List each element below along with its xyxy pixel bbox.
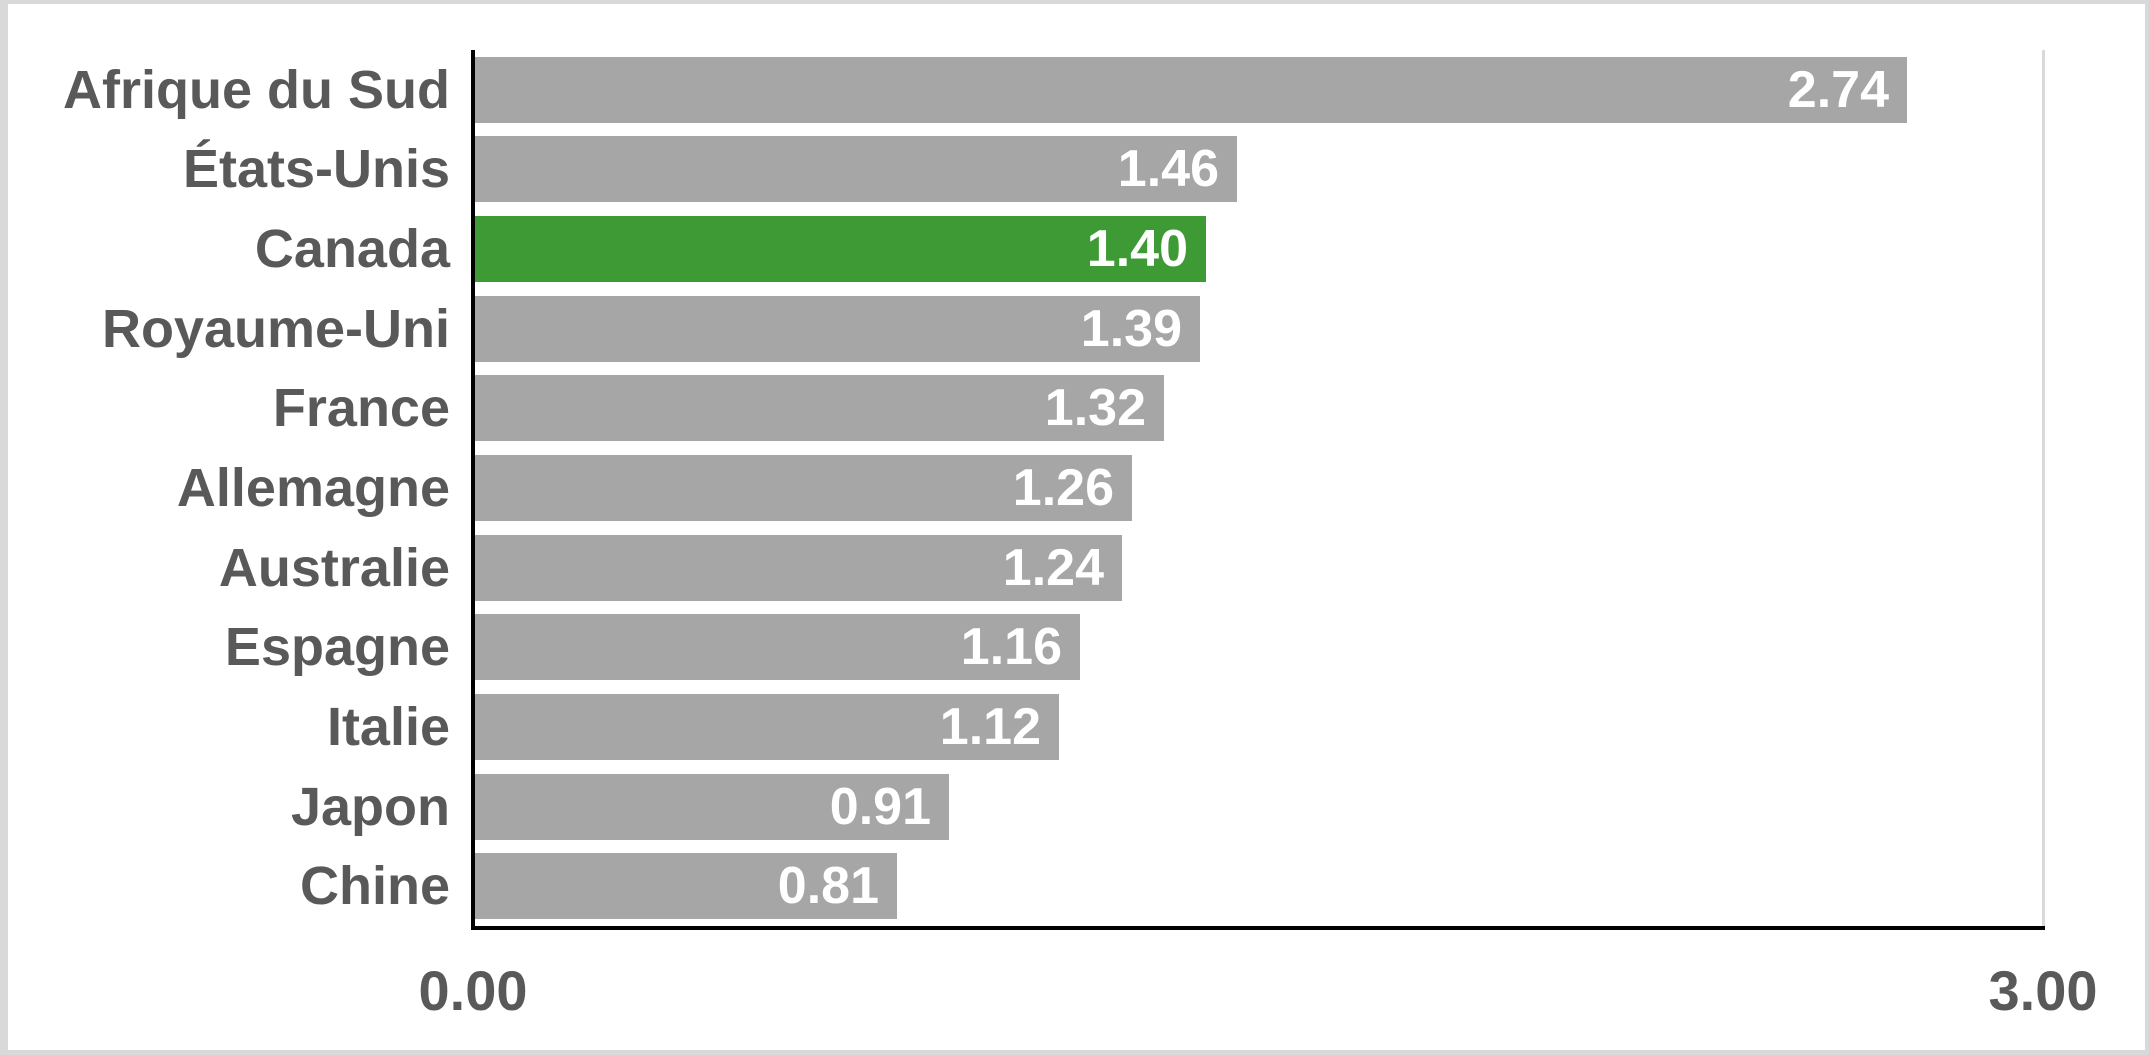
bar: 1.24 <box>475 534 1122 601</box>
category-label: Afrique du Sud <box>63 59 450 120</box>
bar-value-label: 1.24 <box>1002 538 1104 597</box>
bar-value-label: 0.91 <box>829 777 931 836</box>
x-axis-tick-max: 3.00 <box>1988 959 2098 1022</box>
bar: 1.46 <box>475 136 1237 203</box>
bar-value-label: 1.12 <box>939 697 1041 756</box>
bar-value-label: 1.26 <box>1012 459 1114 517</box>
category-label: Canada <box>254 219 450 280</box>
category-label: Italie <box>326 696 450 757</box>
category-label: Japon <box>290 776 450 837</box>
right-boundary-gridline <box>2042 50 2045 926</box>
bar: 2.74 <box>475 56 1907 123</box>
category-label: Allemagne <box>176 458 450 518</box>
bar-highlighted: 1.40 <box>475 216 1206 283</box>
bar-value-label: 2.74 <box>1787 60 1889 119</box>
category-label: Chine <box>299 856 450 917</box>
bar: 1.26 <box>475 455 1132 521</box>
bar-value-label: 1.39 <box>1080 299 1182 358</box>
category-label: Australie <box>218 537 450 598</box>
category-label: États-Unis <box>182 139 450 200</box>
bar-value-label: 1.40 <box>1086 220 1188 279</box>
category-label: Royaume-Uni <box>101 298 450 359</box>
bar: 1.16 <box>475 614 1080 681</box>
x-axis-tick-min: 0.00 <box>418 959 528 1022</box>
bar-value-label: 1.16 <box>960 618 1062 677</box>
bar: 0.81 <box>475 853 897 920</box>
bar-value-label: 1.46 <box>1117 140 1219 199</box>
x-axis-line <box>471 926 2045 930</box>
bar: 1.32 <box>475 375 1164 442</box>
bar: 1.12 <box>475 693 1059 760</box>
bar: 1.39 <box>475 295 1200 362</box>
bar: 0.91 <box>475 773 949 840</box>
bar-value-label: 0.81 <box>777 857 879 916</box>
category-label: Espagne <box>224 617 450 678</box>
bar-value-label: 1.32 <box>1044 379 1146 438</box>
category-label: France <box>272 378 450 439</box>
y-axis-line <box>471 50 475 930</box>
